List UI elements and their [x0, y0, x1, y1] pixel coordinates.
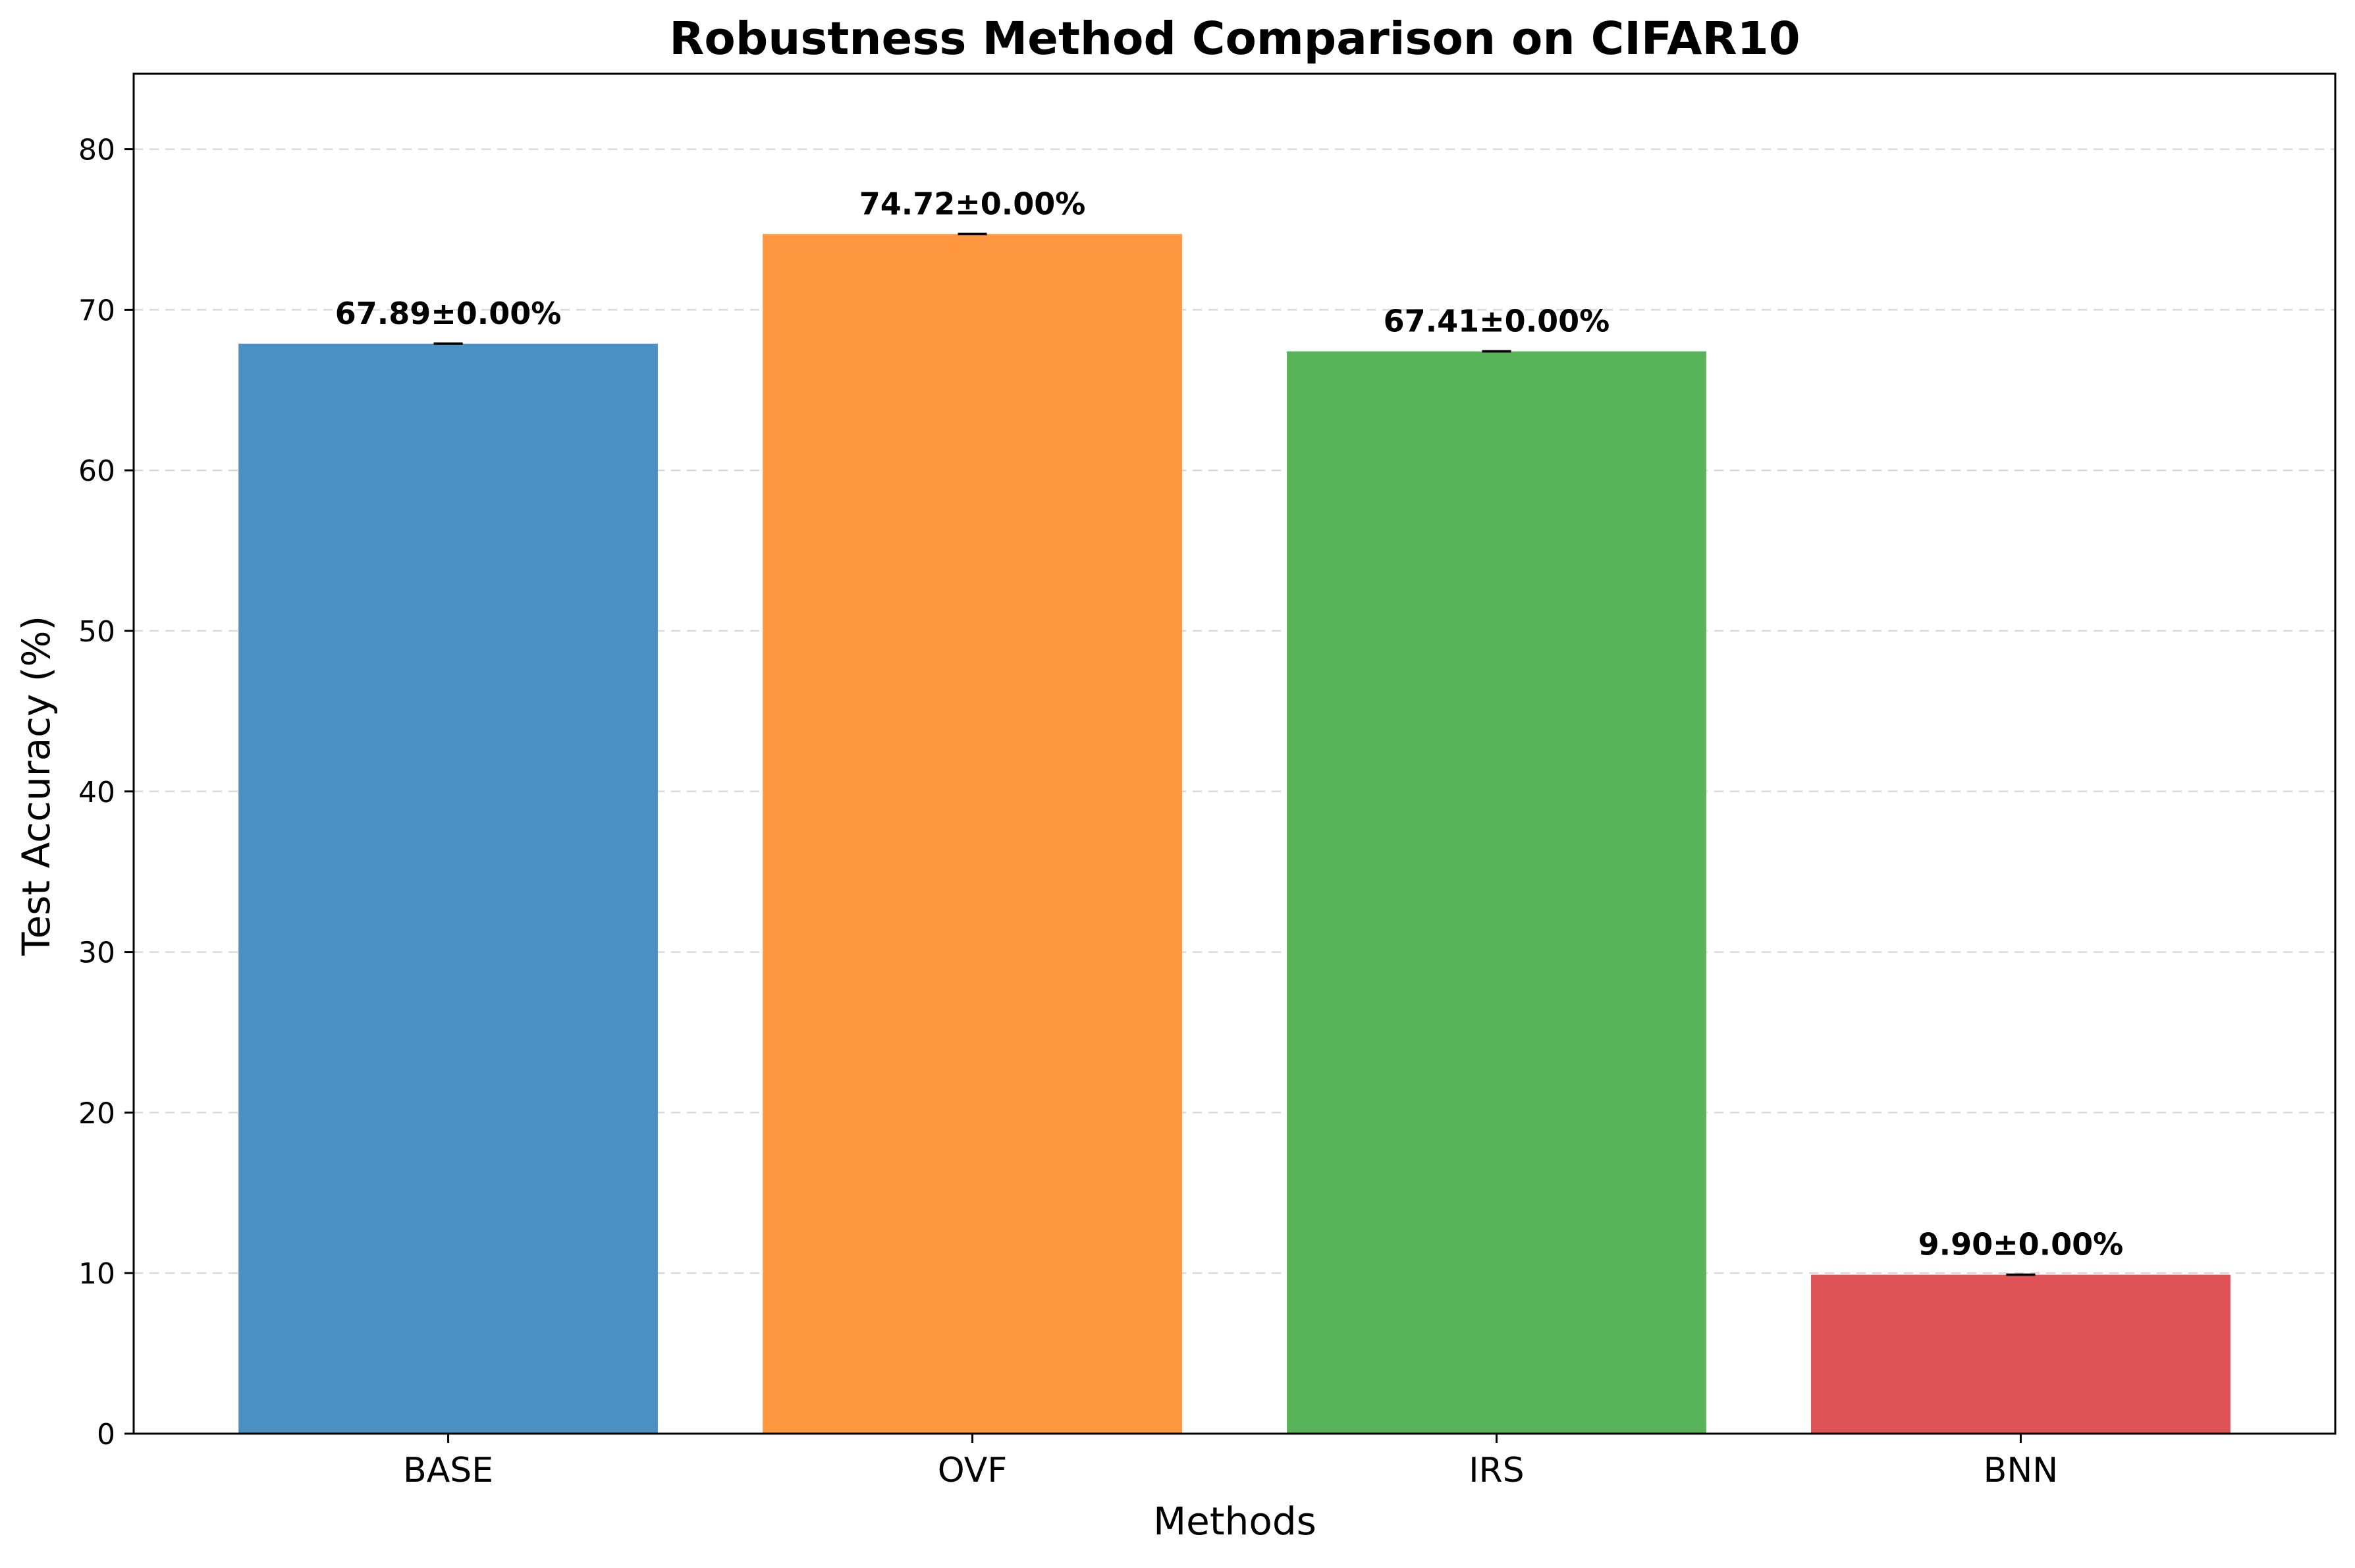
- value-label-bnn: 9.90±0.00%: [1918, 1227, 2124, 1262]
- bars: [238, 232, 2231, 1434]
- bar-ovf: [763, 234, 1182, 1434]
- y-tick-label: 70: [78, 294, 115, 327]
- x-tick-label-irs: IRS: [1469, 1451, 1524, 1490]
- bar-irs: [1287, 351, 1706, 1434]
- x-tick-label-bnn: BNN: [1984, 1451, 2058, 1490]
- value-label-base: 67.89±0.00%: [335, 296, 562, 331]
- plot-frame: [132, 72, 2337, 1435]
- labels: 67.89±0.00% 74.72±0.00% 67.41±0.00% 9.90±0.…: [335, 186, 2123, 1262]
- bar-base: [238, 343, 658, 1434]
- y-tick-label: 80: [78, 134, 115, 167]
- axes: BASE OVF IRS BNN 0 10 20 30 40 50 60 70 80: [78, 72, 2337, 1490]
- value-label-irs: 67.41±0.00%: [1384, 304, 1610, 339]
- y-tick-label: 60: [78, 454, 115, 488]
- bar-bnn: [1811, 1274, 2231, 1434]
- y-tick-label: 0: [97, 1418, 115, 1451]
- y-tick-label: 40: [78, 776, 115, 809]
- y-tick-label: 20: [78, 1096, 115, 1130]
- x-tick-label-base: BASE: [403, 1451, 493, 1490]
- chart-title: Robustness Method Comparison on CIFAR10: [669, 13, 1800, 65]
- y-tick-label: 30: [78, 936, 115, 970]
- y-axis-label: Test Accuracy (%): [14, 616, 59, 956]
- y-tick-label: 50: [78, 615, 115, 649]
- x-tick-label-ovf: OVF: [938, 1451, 1008, 1490]
- x-axis-label: Methods: [1153, 1499, 1316, 1544]
- value-label-ovf: 74.72±0.00%: [859, 186, 1086, 221]
- y-tick-label: 10: [78, 1257, 115, 1291]
